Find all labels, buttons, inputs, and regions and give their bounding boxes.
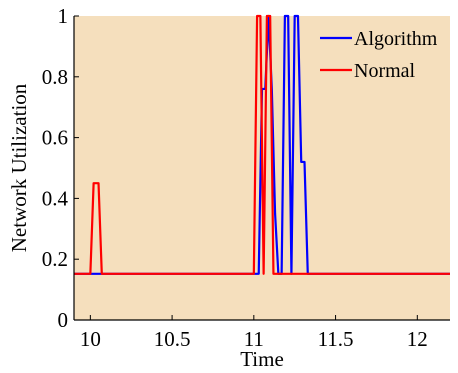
x-axis-label: Time [240,347,284,371]
x-tick-label: 11 [244,327,264,351]
y-axis-label: Network Utilization [7,83,31,252]
axes-layer: 10 10.5 11 11.5 12 0 0.2 0.4 0.6 0.8 1 [42,4,450,351]
y-tick-label: 0 [58,308,69,332]
x-tick-label: 12 [407,327,428,351]
legend-label-algorithm: Algorithm [354,28,438,50]
series-layer [74,14,450,275]
legend: Algorithm Normal [320,28,438,82]
y-tick-label: 0.2 [42,247,68,271]
x-tick-label: 10 [80,327,101,351]
x-tick-label: 10.5 [154,327,191,351]
y-tick-label: 0.6 [42,126,68,150]
series-line-normal [74,14,450,275]
y-tick-label: 0.4 [42,186,69,210]
y-tick-label: 1 [58,4,69,28]
legend-label-normal: Normal [354,60,416,82]
x-tick-label: 11.5 [318,327,354,351]
y-tick-label: 0.8 [42,65,68,89]
